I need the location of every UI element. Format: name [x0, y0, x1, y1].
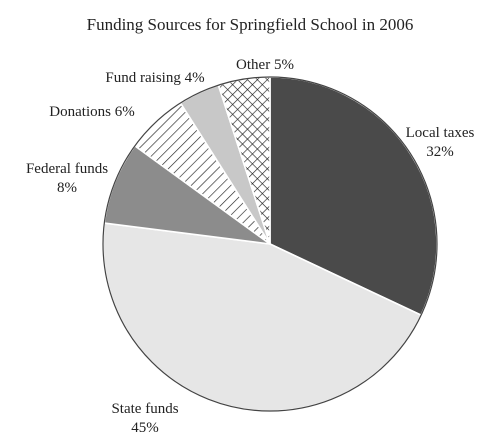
slice-label-federal-funds: Federal funds 8%	[26, 161, 108, 196]
chart-title: Funding Sources for Springfield School i…	[87, 15, 414, 34]
slice-label-fund-raising: Fund raising 4%	[105, 70, 204, 86]
slice-label-donations: Donations 6%	[49, 104, 134, 120]
slice-label-state-funds: State funds 45%	[111, 401, 178, 436]
pie-slices	[102, 76, 438, 412]
slice-label-other: Other 5%	[236, 57, 294, 73]
pie-labels: Local taxes 32% State funds 45% Federal fund…	[26, 57, 475, 436]
slice-label-local-taxes: Local taxes 32%	[406, 125, 475, 160]
pie-outline	[102, 76, 438, 412]
